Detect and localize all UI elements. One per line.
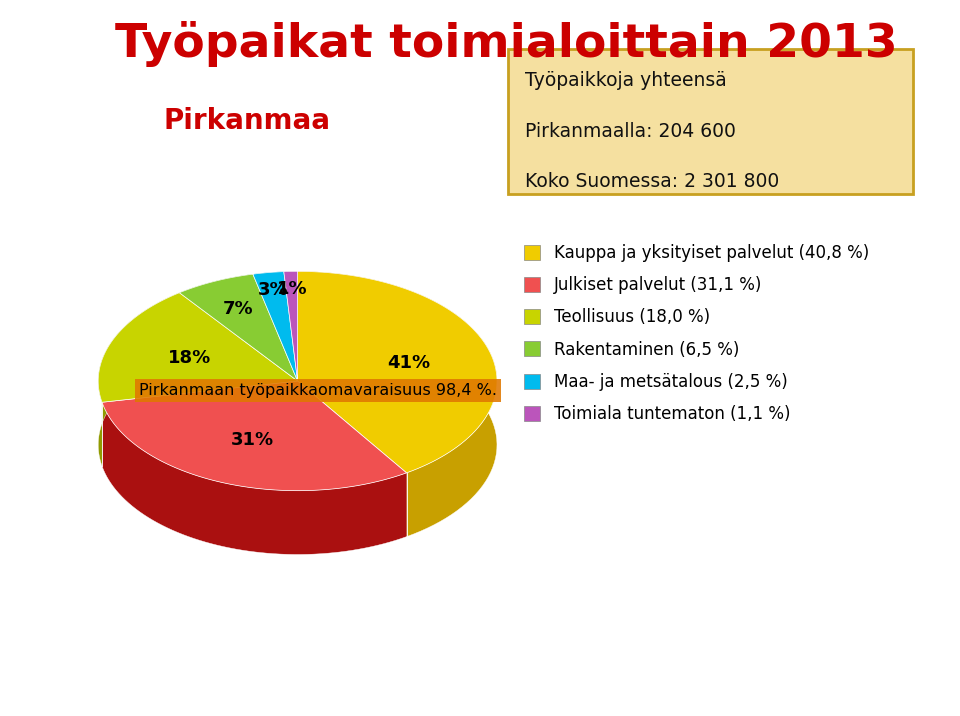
Polygon shape: [252, 271, 284, 338]
Text: Pirkanmaa: Pirkanmaa: [163, 107, 330, 135]
Text: 1%: 1%: [276, 280, 307, 298]
Text: Työpaikat toimialoittain 2013: Työpaikat toimialoittain 2013: [115, 21, 898, 67]
Polygon shape: [252, 271, 298, 381]
Polygon shape: [298, 271, 497, 473]
Polygon shape: [180, 274, 252, 357]
Text: Työpaikkoja yhteensä: Työpaikkoja yhteensä: [524, 72, 727, 90]
Polygon shape: [298, 271, 497, 537]
Text: 41%: 41%: [387, 354, 430, 372]
Text: 18%: 18%: [168, 349, 211, 367]
Polygon shape: [180, 274, 298, 381]
Polygon shape: [98, 293, 180, 466]
Polygon shape: [284, 271, 298, 381]
Polygon shape: [284, 271, 298, 335]
Text: Pirkanmaan työpaikkaomavaraisuus 98,4 %.: Pirkanmaan työpaikkaomavaraisuus 98,4 %.: [138, 384, 496, 399]
Polygon shape: [102, 381, 406, 490]
Text: 7%: 7%: [223, 300, 253, 319]
Polygon shape: [102, 402, 406, 554]
Text: 3%: 3%: [257, 281, 288, 299]
Polygon shape: [98, 293, 298, 402]
Text: 31%: 31%: [231, 430, 275, 449]
Text: Pirkanmaalla: 204 600: Pirkanmaalla: 204 600: [524, 122, 735, 141]
FancyBboxPatch shape: [508, 49, 913, 194]
Legend: Kauppa ja yksityiset palvelut (40,8 %), Julkiset palvelut (31,1 %), Teollisuus (: Kauppa ja yksityiset palvelut (40,8 %), …: [517, 238, 876, 430]
Text: Koko Suomessa: 2 301 800: Koko Suomessa: 2 301 800: [524, 172, 779, 191]
